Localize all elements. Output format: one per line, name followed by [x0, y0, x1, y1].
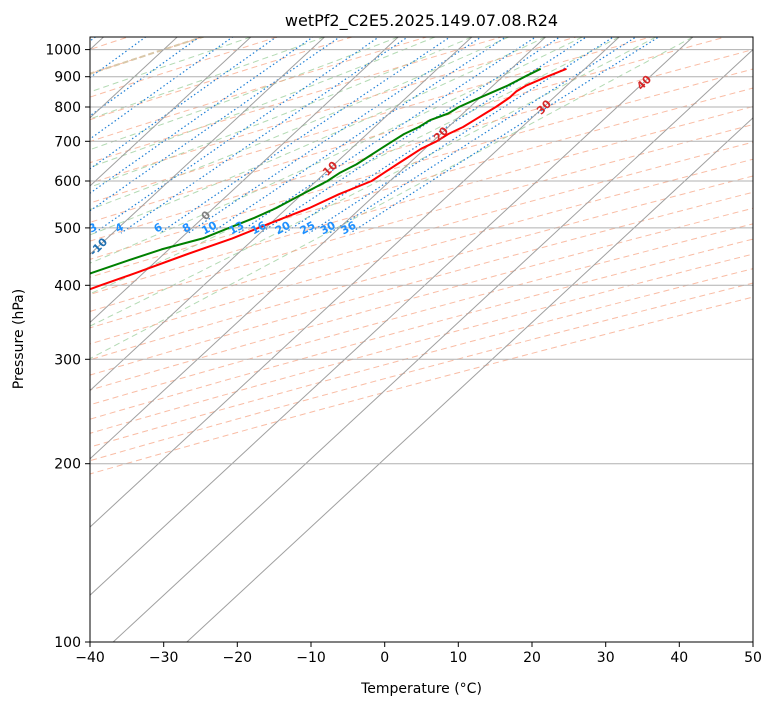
x-tick-label: −30	[149, 650, 179, 666]
dry-adiabat-line	[90, 37, 728, 223]
isobars	[90, 49, 753, 642]
chart-title: wetPf2_C2E5.2025.149.07.08.R24	[285, 11, 558, 31]
dry-adiabat-line	[90, 175, 753, 361]
mixing-ratio-label: 25	[298, 219, 318, 238]
isotherms	[90, 37, 753, 642]
mixing-ratio-label: 20	[273, 219, 293, 238]
moist-adiabat-line	[90, 37, 620, 295]
isotherm-line	[186, 117, 753, 642]
x-tick-label: 20	[523, 650, 541, 666]
mixing-ratio-line	[349, 37, 660, 234]
dry-adiabat-line	[90, 141, 753, 329]
dewpoint-line	[90, 67, 542, 275]
x-tick-label: 0	[380, 650, 389, 666]
isotherm-line	[90, 37, 252, 187]
moist-adiabats	[90, 37, 694, 360]
mixing-ratio-line	[237, 37, 537, 234]
x-axis-label: Temperature (°C)	[360, 681, 482, 697]
x-tick-label: 10	[449, 650, 467, 666]
mixing-ratio-label: 13	[227, 219, 247, 238]
mixing-ratio-line	[329, 37, 638, 234]
x-tick-label: −20	[223, 650, 253, 666]
y-tick-label: 500	[54, 221, 81, 237]
x-tick-label: 40	[670, 650, 688, 666]
y-tick-label: 800	[54, 100, 81, 116]
dry-adiabat-line	[90, 37, 354, 121]
y-tick-label: 1000	[45, 43, 81, 59]
mixing-ratio-line	[90, 37, 278, 170]
dry-adiabat-line	[90, 49, 753, 242]
sounding-series	[90, 67, 567, 291]
plot-area: 0.10.20.40.611.52346810131620253036-100-…	[86, 37, 753, 642]
dry-adiabat-line	[90, 268, 753, 448]
temperature-line	[90, 67, 567, 291]
y-tick-label: 100	[54, 635, 81, 651]
isotherm-line	[90, 37, 547, 460]
y-tick-label: 900	[54, 70, 81, 86]
isotherm-line	[90, 37, 473, 392]
mixing-ratio-line	[259, 37, 562, 234]
mixing-ratio-line	[210, 37, 507, 234]
mixing-ratio-label: 16	[249, 219, 269, 238]
isotherm-line	[112, 48, 753, 642]
moist-adiabat-line	[90, 37, 583, 264]
isotherm-line	[90, 37, 694, 596]
dry-adiabat-line	[90, 223, 753, 406]
x-tick-label: 30	[597, 650, 615, 666]
dry-adiabat-line	[90, 238, 753, 420]
x-tick-label: −10	[296, 650, 326, 666]
dry-adiabat-reference-line	[90, 37, 206, 75]
moist-adiabat-line	[90, 37, 436, 168]
x-tick-label: 50	[744, 650, 762, 666]
mixing-ratio-label: 36	[339, 219, 359, 238]
moist-adiabat-line	[90, 37, 657, 327]
plot-frame	[89, 36, 754, 643]
y-tick-label: 400	[54, 278, 81, 294]
y-tick-label: 700	[54, 134, 81, 150]
isotherm-line	[90, 37, 326, 255]
moist-adiabat-line	[90, 37, 509, 211]
y-axis-label: Pressure (hPa)	[11, 289, 27, 389]
dry-adiabat-line	[90, 37, 578, 184]
x-tick-label: −40	[75, 650, 105, 666]
dry-adiabats	[90, 37, 753, 475]
moist-adiabat-line	[90, 37, 546, 236]
dry-adiabat-line	[90, 296, 753, 475]
moist-adiabat-line	[90, 37, 252, 93]
dry-adiabat-line	[90, 37, 279, 98]
y-tick-label: 200	[54, 457, 81, 473]
dry-adiabat-line	[90, 158, 753, 345]
mixing-ratio-label: 10	[199, 219, 219, 238]
y-tick-label: 600	[54, 174, 81, 190]
mixing-ratio-label: 30	[318, 219, 338, 238]
isotherm-line	[90, 37, 620, 528]
y-tick-label: 300	[54, 352, 81, 368]
y-axis-ticks: 100 200 300 400 500 600 700 800 900 1000	[45, 43, 90, 651]
isotherm-line	[90, 37, 399, 324]
mixing-ratio-label: 3	[86, 220, 99, 235]
dry-adiabat-line	[90, 37, 504, 164]
dry-adiabat-line	[90, 68, 753, 260]
x-axis-ticks: −40 −30 −20 −10 0 10 20 30 40 50	[75, 642, 762, 666]
